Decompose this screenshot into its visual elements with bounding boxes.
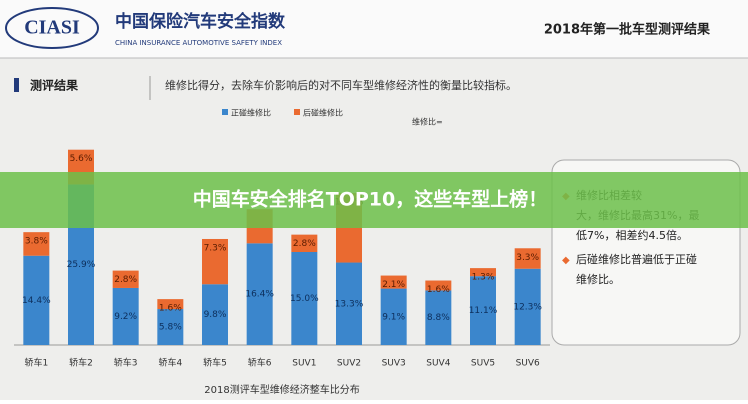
data-label: 3.8% [25,237,48,247]
bar-segment [514,248,541,269]
x-tick-label: 轿车2 [69,357,93,369]
header-right-title: 2018年第一批车型测评结果 [544,22,710,38]
bar-segment [425,280,452,291]
data-label: 1.3% [472,273,495,283]
data-label: 14.4% [22,296,51,306]
note-line: 后碰维修比普遍低于正碰 [576,252,697,266]
x-tick-label: SUV2 [337,359,361,369]
banner-band [0,172,748,228]
x-tick-label: 轿车5 [203,357,227,369]
header-subtitle: CHINA INSURANCE AUTOMOTIVE SAFETY INDEX [115,39,282,47]
legend-label: 后碰维修比 [303,108,343,118]
data-label: 11.1% [469,306,498,316]
data-label: 15.0% [290,294,319,304]
data-label: 9.1% [382,312,405,322]
data-label: 1.6% [159,304,182,314]
bar-segment [23,255,50,345]
data-label: 2.1% [382,280,405,290]
bar-segment [246,243,273,345]
data-label: 9.2% [114,312,137,322]
formula-label: 维修比= [412,117,443,127]
x-tick-label: 轿车6 [248,357,272,369]
header-band [0,0,748,58]
x-tick-label: 轿车1 [24,357,48,369]
bar-segment [112,270,139,288]
bar-segment [291,234,318,252]
data-label: 7.3% [204,243,227,253]
bar-segment [470,268,496,277]
data-label: 25.9% [67,260,96,270]
bar-segment [380,288,407,345]
section-marker [14,78,19,92]
data-label: 16.4% [245,290,274,300]
data-label: 5.6% [70,154,93,164]
bar-segment [112,287,139,345]
bar-segment [157,309,184,345]
data-label: 1.6% [427,285,450,295]
note-bullet: ◆ [562,255,570,266]
section-title: 测评结果 [30,78,78,93]
bar-segment [157,299,184,310]
bar-segment [380,275,407,289]
header-title: 中国保险汽车安全指数 [115,11,286,32]
description: 维修比得分，去除车价影响后的对不同车型维修经济性的衡量比较指标。 [165,78,517,92]
x-tick-label: 轿车4 [158,357,182,369]
bar-segment [336,262,362,345]
data-label: 3.3% [516,253,539,263]
logo-ring [5,7,99,49]
bar-segment [470,276,496,345]
data-label: 8.8% [427,313,450,323]
note-line: 低7%，相差约4.5倍。 [576,228,688,242]
data-label: 2.8% [293,239,316,249]
bar-segment [425,290,452,345]
logo: CIASI [24,17,80,39]
banner-text: 中国车安全排名TOP10，这些车型上榜！ [193,188,547,211]
legend-label: 正碰维修比 [231,108,271,118]
x-axis-title: 2018测评车型维修经济整车比分布 [204,383,359,396]
x-tick-label: SUV1 [292,359,316,369]
data-label: 2.8% [114,275,137,285]
bar-segment [514,268,541,345]
x-tick-label: 轿车3 [114,357,138,369]
bar-segment [23,232,50,256]
data-label: 13.3% [335,299,364,309]
legend-swatch [294,109,300,115]
x-tick-label: SUV3 [382,359,406,369]
x-tick-label: SUV4 [426,359,450,369]
note-line: 维修比。 [576,272,620,286]
bar-segment [202,284,228,345]
data-label: 5.8% [159,323,182,333]
legend-swatch [222,109,228,115]
data-label: 12.3% [513,302,542,312]
x-tick-label: SUV6 [516,359,540,369]
x-tick-label: SUV5 [471,359,495,369]
bar-segment [291,252,318,345]
bar-segment [202,238,228,285]
data-label: 9.8% [204,310,227,320]
